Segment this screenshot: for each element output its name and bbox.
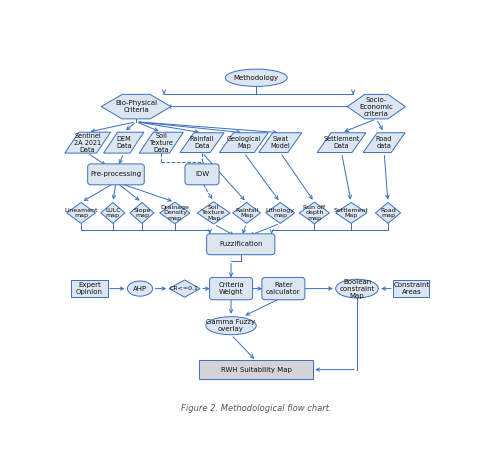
FancyBboxPatch shape [262,278,305,300]
Polygon shape [259,133,302,153]
FancyBboxPatch shape [72,280,108,297]
Text: DEM
Data: DEM Data [116,136,132,149]
Text: Pre-processing: Pre-processing [90,171,142,177]
Text: CR<=0.1: CR<=0.1 [170,286,199,291]
Ellipse shape [336,279,378,298]
Polygon shape [317,133,366,153]
Polygon shape [232,203,260,223]
Text: Road
data: Road data [376,136,392,149]
Text: Rainfall
Data: Rainfall Data [190,136,214,149]
Text: Figure 2. Methodological flow chart.: Figure 2. Methodological flow chart. [181,404,332,413]
Polygon shape [336,203,366,223]
Text: Gamma Fuzzy
overlay: Gamma Fuzzy overlay [206,319,256,332]
Polygon shape [67,203,96,223]
Text: Run off
depth
map: Run off depth map [304,205,326,221]
Polygon shape [220,133,268,153]
Ellipse shape [128,281,152,296]
Ellipse shape [206,317,256,335]
FancyBboxPatch shape [185,164,219,185]
Polygon shape [348,95,406,119]
FancyBboxPatch shape [88,164,144,185]
Polygon shape [101,203,125,223]
Text: Settlement
Map: Settlement Map [334,207,368,218]
Text: AHP: AHP [133,285,147,292]
Polygon shape [300,202,330,224]
FancyBboxPatch shape [210,278,252,300]
Text: RWH Suitability Map: RWH Suitability Map [221,366,292,373]
Text: Socio-
Economic
criteria: Socio- Economic criteria [360,96,394,117]
Polygon shape [197,202,230,224]
FancyBboxPatch shape [393,280,430,297]
Text: Expert
Opinion: Expert Opinion [76,282,103,295]
Text: Rainfall
Map: Rainfall Map [235,207,258,218]
Text: LULC
map: LULC map [105,207,120,218]
Text: Rater
calculator: Rater calculator [266,282,300,295]
Polygon shape [169,280,200,297]
Polygon shape [363,133,405,153]
Text: IDW: IDW [195,171,209,177]
Text: Slope
map: Slope map [133,207,150,218]
Polygon shape [101,95,171,119]
Text: Boolean
constraint
Map: Boolean constraint Map [340,278,374,299]
Text: Methodology: Methodology [234,75,279,81]
Polygon shape [160,202,190,224]
Text: Settlement
Data: Settlement Data [324,136,360,149]
Text: Lithology
map: Lithology map [266,207,295,218]
Polygon shape [65,132,110,153]
Polygon shape [130,203,154,223]
Text: Fuzzification: Fuzzification [219,241,262,247]
FancyBboxPatch shape [206,234,275,255]
Text: Road
map: Road map [380,207,396,218]
Text: Soil
Texture
Data: Soil Texture Data [150,132,174,153]
Polygon shape [266,203,295,223]
Polygon shape [376,203,400,223]
Text: Sentinel
2A 2021
Data: Sentinel 2A 2021 Data [74,132,101,153]
Text: Swat
Model: Swat Model [270,136,290,149]
Text: Constraint
Areas: Constraint Areas [393,282,430,295]
Text: Drainage
Density
map: Drainage Density map [160,205,190,221]
Text: Geological
Map: Geological Map [226,136,261,149]
Text: Bio-Physical
Criteria: Bio-Physical Criteria [115,100,157,113]
Ellipse shape [225,69,287,87]
Text: Criteria
Weight: Criteria Weight [218,282,244,295]
Polygon shape [104,132,144,153]
Text: Soil
Texture
Map: Soil Texture Map [202,205,225,221]
Polygon shape [180,133,224,153]
FancyBboxPatch shape [200,360,313,379]
Text: Lineament
map: Lineament map [64,207,98,218]
Polygon shape [139,132,184,153]
